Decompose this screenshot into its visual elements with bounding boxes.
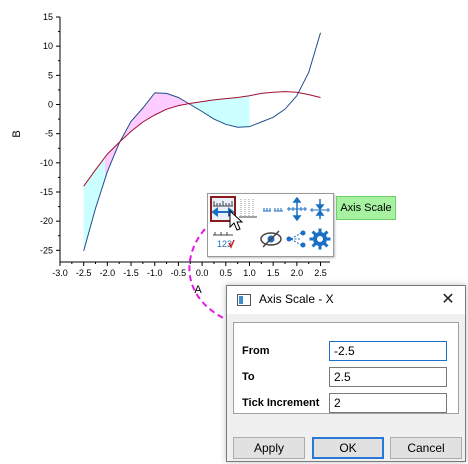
y-tick-label-6: -15	[40, 187, 53, 197]
axis-break-button[interactable]	[261, 197, 285, 221]
svg-text:123: 123	[217, 239, 232, 249]
dialog-app-icon	[237, 294, 251, 306]
x-tick-label-4: -1.0	[147, 268, 163, 278]
mouse-pointer-icon	[229, 210, 244, 231]
x-tick-label-0: -3.0	[52, 268, 68, 278]
fields-panel: From To Tick Increment	[233, 322, 459, 414]
y-axis-title: B	[11, 130, 23, 137]
tick-increment-label: Tick Increment	[242, 397, 320, 409]
x-tick-label-3: -1.5	[123, 268, 139, 278]
y-tick-label-4: -5	[45, 129, 53, 139]
from-input[interactable]	[329, 341, 447, 361]
axis-settings-icon	[309, 228, 331, 250]
fill-areas	[83, 92, 250, 251]
x-tick-label-6: 0.0	[196, 268, 209, 278]
axis-settings-button[interactable]	[308, 227, 332, 251]
x-tick-label-1: -2.5	[76, 268, 92, 278]
axis-position-icon	[287, 197, 307, 221]
to-input[interactable]	[329, 367, 447, 387]
x-axis-title: A	[194, 284, 202, 296]
axis-share-icon	[286, 230, 306, 248]
hide-axis-icon	[260, 230, 282, 248]
axis-share-button[interactable]	[284, 227, 308, 251]
y-tick-label-3: 0	[48, 100, 53, 110]
fill-area-1	[105, 92, 193, 179]
y-tick-label-0: 15	[43, 12, 53, 22]
series-line-1	[83, 91, 321, 187]
axis-mini-toolbar: 123	[207, 193, 334, 257]
tick-labels-button[interactable]: 123	[211, 227, 235, 251]
dialog-titlebar[interactable]: Axis Scale - X ✕	[227, 286, 465, 314]
x-tick-label-9: 1.5	[267, 268, 280, 278]
x-tick-label-7: 0.5	[220, 268, 233, 278]
axis-break-icon	[263, 208, 283, 212]
axis-scale-tooltip: Axis Scale	[336, 196, 396, 220]
hide-axis-button[interactable]	[259, 227, 283, 251]
apply-button[interactable]: Apply	[233, 437, 305, 459]
from-label: From	[242, 345, 270, 357]
y-tick-label-2: 5	[48, 70, 53, 80]
x-tick-label-2: -2.0	[100, 268, 116, 278]
y-tick-label-7: -20	[40, 216, 53, 226]
to-label: To	[242, 371, 255, 383]
x-tick-label-5: -0.5	[171, 268, 187, 278]
axis-position-up-button[interactable]	[285, 197, 309, 221]
y-tick-label-1: 10	[43, 41, 53, 51]
x-tick-label-8: 1.0	[243, 268, 256, 278]
cancel-button[interactable]: Cancel	[390, 437, 462, 459]
dialog-title: Axis Scale - X	[259, 292, 334, 306]
axes: -3.0 -2.5 -2.0 -1.5 -1.0 -0.5 0.0 0.5 1.0 1.5 2.0 2…	[40, 12, 330, 278]
series-line-0	[83, 32, 322, 252]
y-tick-label-8: -25	[40, 245, 53, 255]
ok-button[interactable]: OK	[312, 437, 384, 459]
callout-arrow	[188, 221, 233, 323]
x-tick-label-10: 2.0	[291, 268, 304, 278]
y-tick-label-5: -10	[40, 158, 53, 168]
axis-position-down-icon	[310, 199, 330, 219]
grid-lines-icon	[239, 199, 257, 218]
fill-area-2	[192, 95, 250, 128]
axis-scale-dialog: Axis Scale - X ✕ From To Tick Increment …	[226, 285, 466, 462]
axis-position-down-button[interactable]	[308, 197, 332, 221]
grid-lines-button[interactable]	[237, 197, 261, 221]
tick-increment-input[interactable]	[329, 393, 447, 413]
tick-labels-icon: 123	[213, 232, 235, 249]
fill-area-0	[83, 157, 105, 251]
series-lines	[83, 32, 322, 252]
close-button[interactable]: ✕	[441, 291, 455, 308]
x-tick-label-11: 2.5	[314, 268, 327, 278]
